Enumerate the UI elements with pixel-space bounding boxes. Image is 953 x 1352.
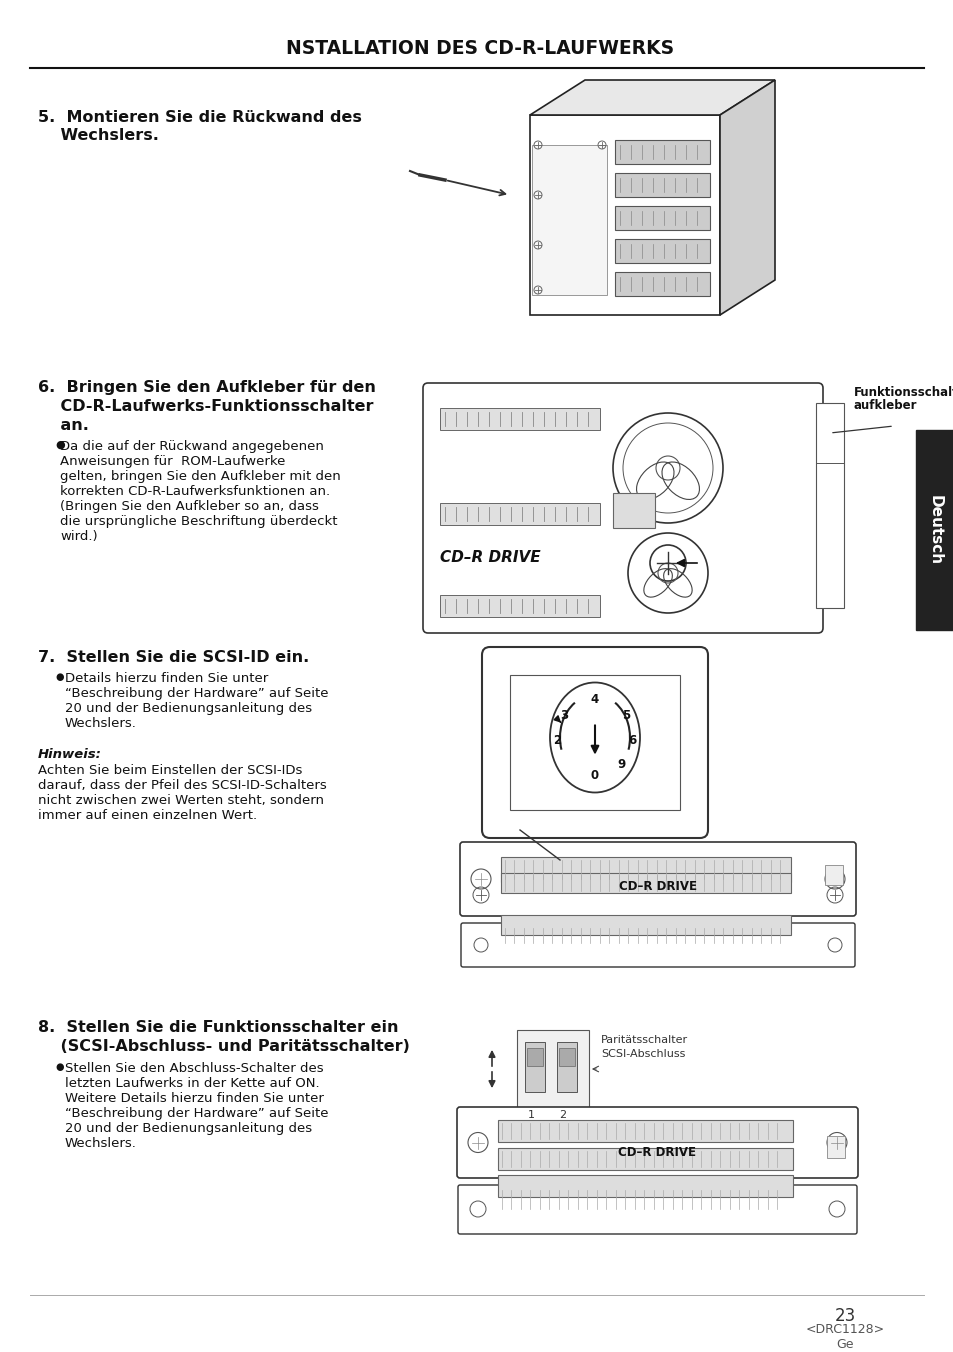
- Text: 4: 4: [590, 694, 598, 706]
- Text: an.: an.: [38, 418, 89, 433]
- Bar: [517, 1030, 588, 1109]
- Text: ●: ●: [55, 1063, 64, 1072]
- Text: gelten, bringen Sie den Aufkleber mit den: gelten, bringen Sie den Aufkleber mit de…: [60, 470, 340, 483]
- Bar: [557, 1042, 577, 1092]
- Text: Paritätsschalter: Paritätsschalter: [600, 1036, 687, 1045]
- Text: wird.): wird.): [60, 530, 97, 544]
- Text: Stellen Sie den Abschluss-Schalter des: Stellen Sie den Abschluss-Schalter des: [65, 1063, 323, 1075]
- Bar: [530, 115, 720, 315]
- Bar: [524, 1042, 544, 1092]
- Text: Wechslers.: Wechslers.: [65, 717, 136, 730]
- Text: letzten Laufwerks in der Kette auf ON.: letzten Laufwerks in der Kette auf ON.: [65, 1078, 319, 1090]
- FancyBboxPatch shape: [457, 1184, 856, 1234]
- Text: Details hierzu finden Sie unter: Details hierzu finden Sie unter: [65, 672, 268, 685]
- Bar: [815, 403, 843, 608]
- Polygon shape: [720, 80, 774, 315]
- FancyBboxPatch shape: [456, 1107, 857, 1178]
- Text: immer auf einen einzelnen Wert.: immer auf einen einzelnen Wert.: [38, 808, 257, 822]
- Text: nicht zwischen zwei Werten steht, sondern: nicht zwischen zwei Werten steht, sonder…: [38, 794, 324, 807]
- Text: 6: 6: [628, 734, 637, 748]
- Text: SCSI-Abschluss: SCSI-Abschluss: [600, 1049, 684, 1059]
- Bar: [497, 1119, 792, 1142]
- Text: 7.  Stellen Sie die SCSI-ID ein.: 7. Stellen Sie die SCSI-ID ein.: [38, 650, 309, 665]
- Text: 2: 2: [558, 1110, 566, 1119]
- Text: Deutsch: Deutsch: [926, 495, 942, 565]
- Text: “Beschreibung der Hardware” auf Seite: “Beschreibung der Hardware” auf Seite: [65, 687, 328, 700]
- Text: (SCSI-Abschluss- und Paritätsschalter): (SCSI-Abschluss- und Paritätsschalter): [38, 1038, 410, 1055]
- Bar: [500, 857, 790, 882]
- Text: CD–R DRIVE: CD–R DRIVE: [618, 880, 697, 894]
- Text: Ge: Ge: [836, 1338, 853, 1351]
- Text: Anweisungen für  ROM-Laufwerke: Anweisungen für ROM-Laufwerke: [60, 456, 285, 468]
- Bar: [510, 675, 679, 810]
- Text: Weitere Details hierzu finden Sie unter: Weitere Details hierzu finden Sie unter: [65, 1092, 323, 1105]
- Text: “Beschreibung der Hardware” auf Seite: “Beschreibung der Hardware” auf Seite: [65, 1107, 328, 1119]
- Text: CD–R DRIVE: CD–R DRIVE: [618, 1146, 696, 1159]
- Bar: [497, 1175, 792, 1197]
- Text: 2: 2: [553, 734, 560, 748]
- Text: NSTALLATION DES CD-R-LAUFWERKS: NSTALLATION DES CD-R-LAUFWERKS: [286, 39, 674, 58]
- FancyBboxPatch shape: [460, 923, 854, 967]
- FancyBboxPatch shape: [422, 383, 822, 633]
- Text: 9: 9: [618, 758, 625, 771]
- Text: 5: 5: [621, 710, 630, 722]
- Text: 5.  Montieren Sie die Rückwand des: 5. Montieren Sie die Rückwand des: [38, 110, 361, 124]
- Text: 8.  Stellen Sie die Funktionsschalter ein: 8. Stellen Sie die Funktionsschalter ein: [38, 1019, 398, 1036]
- Text: korrekten CD-R-Laufwerksfunktionen an.: korrekten CD-R-Laufwerksfunktionen an.: [60, 485, 330, 498]
- Bar: [615, 141, 709, 164]
- Bar: [439, 595, 599, 617]
- FancyBboxPatch shape: [481, 648, 707, 838]
- Text: 0: 0: [590, 769, 598, 781]
- Bar: [826, 1136, 844, 1159]
- Text: 23: 23: [834, 1307, 855, 1325]
- Text: darauf, dass der Pfeil des SCSI-ID-Schalters: darauf, dass der Pfeil des SCSI-ID-Schal…: [38, 779, 327, 792]
- Bar: [500, 873, 790, 894]
- Bar: [532, 145, 606, 295]
- Text: aufkleber: aufkleber: [853, 399, 917, 412]
- Text: 1: 1: [527, 1110, 534, 1119]
- Bar: [439, 408, 599, 430]
- Bar: [615, 206, 709, 230]
- Bar: [558, 1048, 575, 1065]
- Text: 20 und der Bedienungsanleitung des: 20 und der Bedienungsanleitung des: [65, 1122, 312, 1134]
- Text: (Bringen Sie den Aufkleber so an, dass: (Bringen Sie den Aufkleber so an, dass: [60, 500, 318, 512]
- Text: Wechslers.: Wechslers.: [38, 128, 159, 143]
- Text: 3: 3: [559, 710, 567, 722]
- Text: Hinweis:: Hinweis:: [38, 748, 102, 761]
- Text: Da die auf der Rückwand angegebenen: Da die auf der Rückwand angegebenen: [60, 439, 323, 453]
- Bar: [615, 239, 709, 264]
- Bar: [615, 272, 709, 296]
- Text: Achten Sie beim Einstellen der SCSI-IDs: Achten Sie beim Einstellen der SCSI-IDs: [38, 764, 302, 777]
- Bar: [497, 1148, 792, 1169]
- Text: 20 und der Bedienungsanleitung des: 20 und der Bedienungsanleitung des: [65, 702, 312, 715]
- Text: 6.  Bringen Sie den Aufkleber für den: 6. Bringen Sie den Aufkleber für den: [38, 380, 375, 395]
- Text: CD–R DRIVE: CD–R DRIVE: [439, 550, 540, 565]
- Text: ●: ●: [55, 439, 65, 450]
- FancyBboxPatch shape: [459, 842, 855, 917]
- Bar: [613, 493, 655, 529]
- Text: Funktionsschalter-: Funktionsschalter-: [853, 387, 953, 399]
- Bar: [915, 430, 953, 630]
- Bar: [439, 503, 599, 525]
- Bar: [526, 1048, 542, 1065]
- Text: ●: ●: [55, 672, 64, 681]
- Text: Wechslers.: Wechslers.: [65, 1137, 136, 1151]
- Polygon shape: [530, 80, 774, 115]
- Bar: [615, 173, 709, 197]
- Text: <DRC1128>: <DRC1128>: [804, 1324, 883, 1336]
- Bar: [500, 915, 790, 936]
- Text: die ursprüngliche Beschriftung überdeckt: die ursprüngliche Beschriftung überdeckt: [60, 515, 337, 529]
- Text: CD-R-Laufwerks-Funktionsschalter: CD-R-Laufwerks-Funktionsschalter: [38, 399, 374, 414]
- Bar: [824, 865, 842, 886]
